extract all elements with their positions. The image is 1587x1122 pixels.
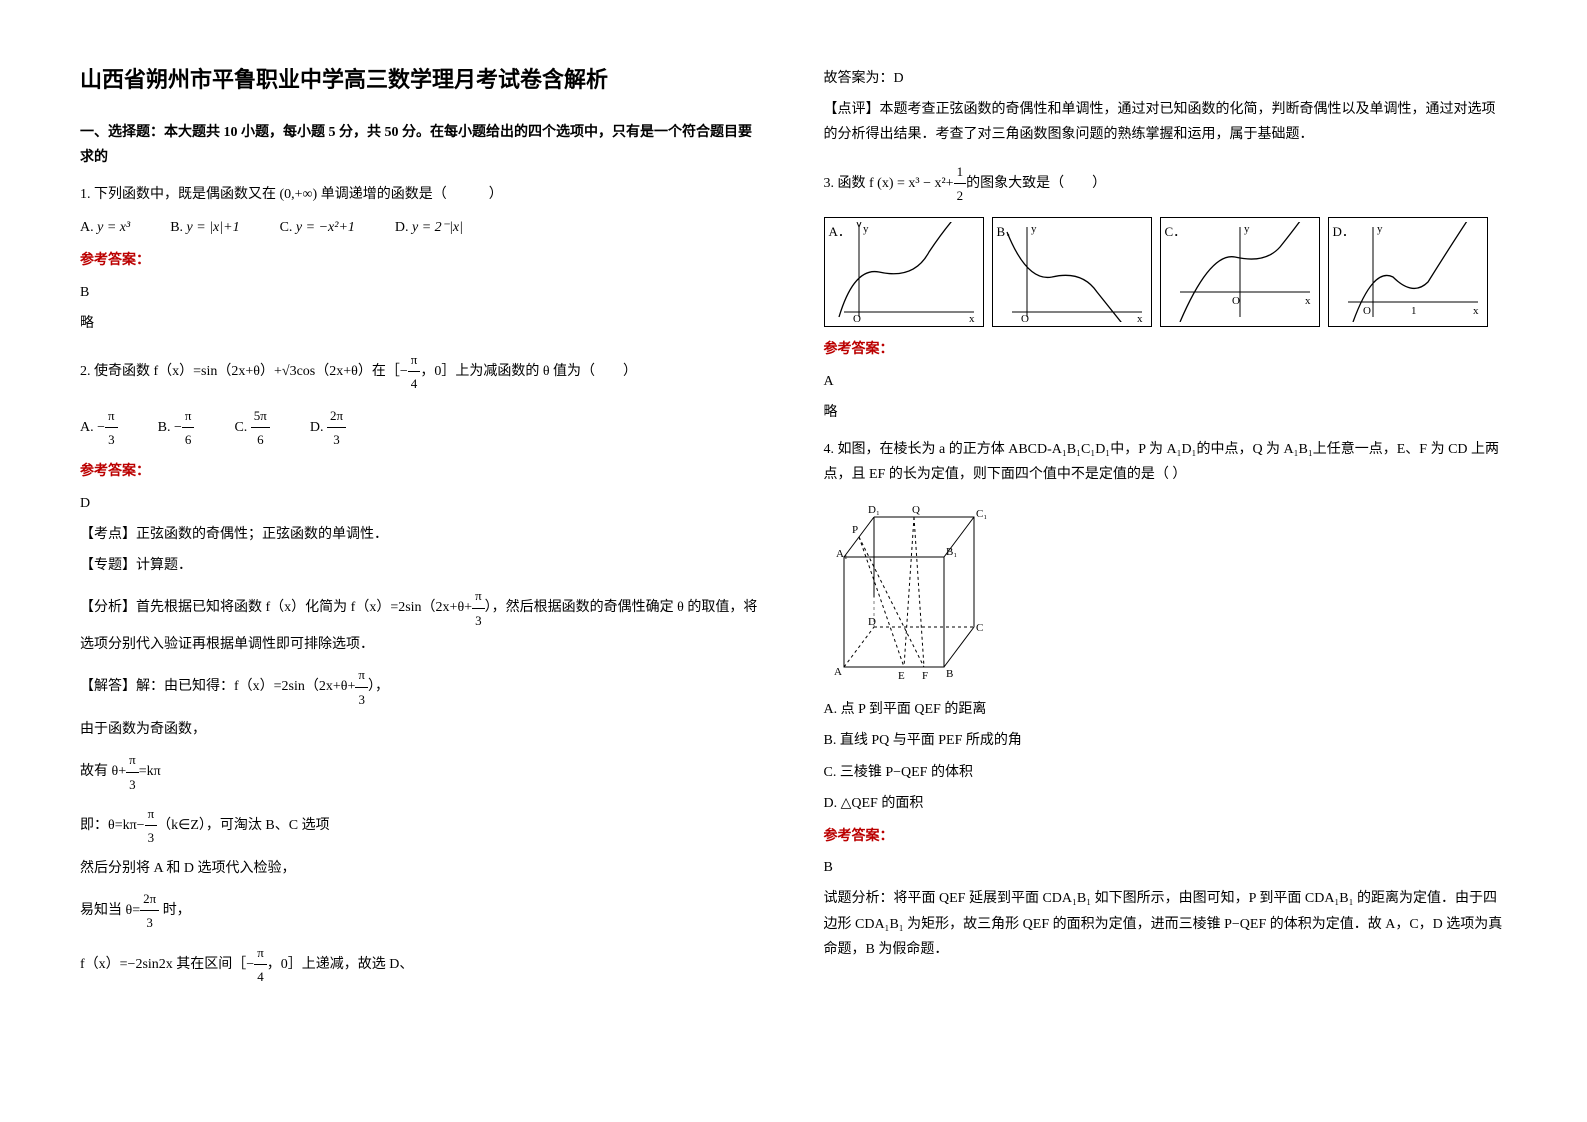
q2-solve4: 即：θ=kπ−π3（k∈Z），可淘汰 B、C 选项 xyxy=(80,802,764,850)
svg-text:y: y xyxy=(1244,223,1250,235)
svg-text:B₁: B₁ xyxy=(946,546,957,558)
question-4: 4. 如图，在棱长为 a 的正方体 ABCD-A₁B₁C₁D₁中，P 为 A₁D… xyxy=(824,437,1508,962)
svg-text:y: y xyxy=(1031,223,1037,235)
q1-option-a: A. y = x³ xyxy=(80,215,130,240)
svg-text:1: 1 xyxy=(1411,305,1417,317)
col2-comment: 【点评】本题考查正弦函数的奇偶性和单调性，通过对已知函数的化简，判断奇偶性以及单… xyxy=(824,97,1508,147)
q3-brief: 略 xyxy=(824,400,1508,425)
svg-text:B: B xyxy=(946,668,953,680)
question-3: 3. 函数 f (x) = x³ − x²+12的图象大致是（ ） A． O x… xyxy=(824,160,1508,425)
q1-option-c: C. y = −x²+1 xyxy=(280,215,355,240)
question-2: 2. 使奇函数 f（x）=sin（2x+θ）+√3cos（2x+θ）在［−π4，… xyxy=(80,348,764,989)
frac-pi-4: π4 xyxy=(408,348,421,396)
q4-answer: B xyxy=(824,855,1508,880)
question-1: 1. 下列函数中，既是偶函数又在 (0,+∞) 单调递增的函数是（ ） A. y… xyxy=(80,182,764,336)
graph-option-d: D． O x y 1 xyxy=(1328,217,1488,327)
section-1-header: 一、选择题：本大题共 10 小题，每小题 5 分，共 50 分。在每小题给出的四… xyxy=(80,120,764,170)
q3-graph-row: A． O x y B． O x y xyxy=(824,217,1508,327)
q3-answer: A xyxy=(824,369,1508,394)
svg-text:x: x xyxy=(1305,295,1311,307)
q2-solve7: f（x）=−2sin2x 其在区间［−π4，0］上递减，故选 D、 xyxy=(80,941,764,989)
svg-text:D₁: D₁ xyxy=(868,504,880,516)
q4-answer-label: 参考答案： xyxy=(824,824,1508,849)
svg-text:O: O xyxy=(1232,295,1240,307)
svg-text:O: O xyxy=(1363,305,1371,317)
col2-ans-line: 故答案为：D xyxy=(824,66,1508,91)
svg-text:x: x xyxy=(1137,313,1143,322)
q4-analysis: 试题分析：将平面 QEF 延展到平面 CDA₁B₁ 如下图所示，由图可知，P 到… xyxy=(824,886,1508,962)
curve-b-icon: O x y xyxy=(997,222,1147,322)
q2-answer-label: 参考答案： xyxy=(80,459,764,484)
cube-icon: A₁ D₁ C₁ B₁ A D C B P Q E F xyxy=(824,497,1004,687)
right-column: 故答案为：D 【点评】本题考查正弦函数的奇偶性和单调性，通过对已知函数的化简，判… xyxy=(794,60,1538,1062)
exam-title: 山西省朔州市平鲁职业中学高三数学理月考试卷含解析 xyxy=(80,60,764,100)
q2-options: A. −π3 B. −π6 C. 5π6 D. 2π3 xyxy=(80,404,764,452)
q1-brief: 略 xyxy=(80,311,764,336)
svg-text:F: F xyxy=(922,670,928,682)
q4-option-b: B. 直线 PQ 与平面 PEF 所成的角 xyxy=(824,728,1508,753)
q4-option-d: D. △QEF 的面积 xyxy=(824,791,1508,816)
curve-a-icon: O x y xyxy=(829,222,979,322)
svg-text:A₁: A₁ xyxy=(836,548,848,560)
q2-solve6: 易知当 θ=2π3 时， xyxy=(80,887,764,935)
graph-option-c: C． O x y xyxy=(1160,217,1320,327)
q2-solve1: 【解答】解：由已知得：f（x）=2sin（2x+θ+π3）， xyxy=(80,663,764,711)
q1-option-d: D. y = 2⁻|x| xyxy=(395,215,463,240)
curve-c-icon: O x y xyxy=(1165,222,1315,322)
svg-text:A: A xyxy=(834,666,842,678)
q2-option-c: C. 5π6 xyxy=(234,404,269,452)
graph-option-a: A． O x y xyxy=(824,217,984,327)
curve-d-icon: O x y 1 xyxy=(1333,222,1483,322)
svg-text:D: D xyxy=(868,616,876,628)
svg-text:E: E xyxy=(898,670,905,682)
q1-options: A. y = x³ B. y = |x|+1 C. y = −x²+1 D. y… xyxy=(80,215,764,240)
svg-text:x: x xyxy=(969,313,975,322)
q2-analysis: 【分析】首先根据已知将函数 f（x）化简为 f（x）=2sin（2x+θ+π3）… xyxy=(80,584,764,657)
q2-option-d: D. 2π3 xyxy=(310,404,346,452)
q3-stem: 3. 函数 f (x) = x³ − x²+12的图象大致是（ ） xyxy=(824,160,1508,208)
q2-option-b: B. −π6 xyxy=(158,404,195,452)
q3-answer-label: 参考答案： xyxy=(824,337,1508,362)
q2-stem: 2. 使奇函数 f（x）=sin（2x+θ）+√3cos（2x+θ）在［−π4，… xyxy=(80,348,764,396)
svg-text:y: y xyxy=(1377,223,1383,235)
svg-text:Q: Q xyxy=(912,504,920,516)
q1-stem: 1. 下列函数中，既是偶函数又在 (0,+∞) 单调递增的函数是（ ） xyxy=(80,182,764,207)
svg-text:O: O xyxy=(1021,313,1029,322)
graph-option-b: B． O x y xyxy=(992,217,1152,327)
q2-topic: 【专题】计算题． xyxy=(80,553,764,578)
q2-point: 【考点】正弦函数的奇偶性；正弦函数的单调性． xyxy=(80,522,764,547)
q1-answer: B xyxy=(80,280,764,305)
svg-text:y: y xyxy=(863,223,869,235)
q4-stem: 4. 如图，在棱长为 a 的正方体 ABCD-A₁B₁C₁D₁中，P 为 A₁D… xyxy=(824,437,1508,487)
svg-text:P: P xyxy=(852,524,858,536)
q1-option-b: B. y = |x|+1 xyxy=(170,215,239,240)
q2-solve5: 然后分别将 A 和 D 选项代入检验， xyxy=(80,856,764,881)
svg-text:C: C xyxy=(976,622,983,634)
q1-answer-label: 参考答案： xyxy=(80,248,764,273)
svg-text:C₁: C₁ xyxy=(976,508,987,520)
q2-solve2: 由于函数为奇函数， xyxy=(80,717,764,742)
left-column: 山西省朔州市平鲁职业中学高三数学理月考试卷含解析 一、选择题：本大题共 10 小… xyxy=(50,60,794,1062)
q2-option-a: A. −π3 xyxy=(80,404,118,452)
q2-solve3: 故有 θ+π3=kπ xyxy=(80,748,764,796)
svg-text:O: O xyxy=(853,313,861,322)
svg-text:x: x xyxy=(1473,305,1479,317)
q2-answer: D xyxy=(80,491,764,516)
q4-option-a: A. 点 P 到平面 QEF 的距离 xyxy=(824,697,1508,722)
q4-option-c: C. 三棱锥 P−QEF 的体积 xyxy=(824,760,1508,785)
cube-figure: A₁ D₁ C₁ B₁ A D C B P Q E F xyxy=(824,497,1004,687)
